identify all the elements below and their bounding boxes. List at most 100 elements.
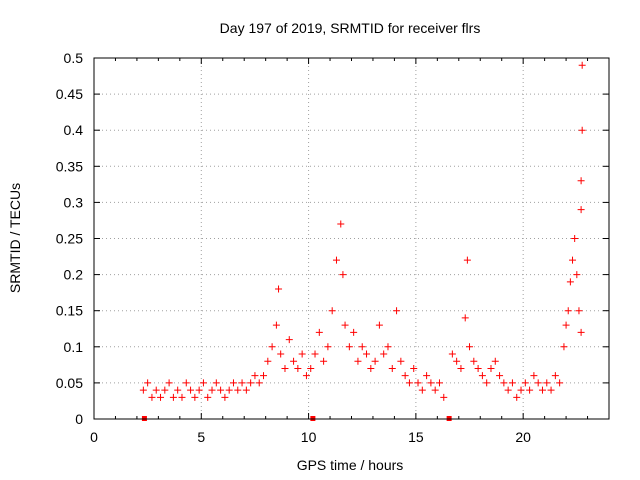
data-point	[463, 256, 471, 264]
data-point	[144, 379, 152, 387]
data-point	[307, 364, 315, 372]
data-point	[457, 364, 465, 372]
data-point	[483, 379, 491, 387]
data-point	[191, 393, 199, 401]
x-tick-label: 0	[90, 429, 98, 445]
data-point	[157, 393, 165, 401]
data-point	[225, 386, 233, 394]
data-point	[161, 386, 169, 394]
data-point	[277, 350, 285, 358]
data-point	[182, 379, 190, 387]
data-point	[204, 393, 212, 401]
data-point	[234, 386, 242, 394]
data-point	[410, 364, 418, 372]
axis-ticks: 0 5 10 15 20 0 0.05 0.1 0.15 0.2 0.25 0.3 0.35 0.4 0.4…	[56, 50, 609, 445]
data-point	[238, 379, 246, 387]
data-point	[534, 379, 542, 387]
data-point	[152, 386, 160, 394]
data-point	[575, 307, 583, 315]
data-point	[470, 357, 478, 365]
data-point	[165, 379, 173, 387]
data-point	[508, 379, 516, 387]
x-tick-label: 10	[301, 429, 317, 445]
data-point	[500, 379, 508, 387]
y-tick-label: 0.4	[64, 122, 84, 138]
y-tick-label: 0.35	[56, 158, 83, 174]
data-point	[577, 328, 585, 336]
data-point	[431, 386, 439, 394]
data-point	[339, 271, 347, 279]
data-point	[139, 386, 147, 394]
data-point	[573, 271, 581, 279]
x-tick-label: 15	[408, 429, 424, 445]
data-point	[315, 328, 323, 336]
data-point	[556, 379, 564, 387]
data-point	[345, 343, 353, 351]
data-point	[384, 343, 392, 351]
data-point	[496, 372, 504, 380]
data-point	[195, 386, 203, 394]
data-point	[199, 379, 207, 387]
data-point	[405, 379, 413, 387]
data-point	[461, 314, 469, 322]
y-tick-label: 0.25	[56, 231, 83, 247]
scatter-points	[139, 61, 586, 421]
y-tick-label: 0.5	[64, 50, 84, 66]
data-point	[491, 357, 499, 365]
data-point	[569, 256, 577, 264]
data-point	[513, 393, 521, 401]
y-tick-label: 0.05	[56, 375, 83, 391]
data-point	[212, 379, 220, 387]
data-point	[418, 386, 426, 394]
data-point	[487, 364, 495, 372]
x-axis-label: GPS time / hours	[297, 457, 404, 473]
data-point	[578, 126, 586, 134]
data-point	[268, 343, 276, 351]
data-point	[208, 386, 216, 394]
data-point	[577, 177, 585, 185]
data-point	[169, 393, 177, 401]
data-point	[562, 321, 570, 329]
data-point	[302, 372, 310, 380]
data-point	[577, 206, 585, 214]
data-point	[371, 357, 379, 365]
data-point	[388, 364, 396, 372]
data-point	[440, 393, 448, 401]
data-point	[397, 357, 405, 365]
y-tick-label: 0.45	[56, 86, 83, 102]
data-point	[260, 372, 268, 380]
data-point	[363, 350, 371, 358]
data-point	[187, 386, 195, 394]
data-point	[264, 357, 272, 365]
data-point	[564, 307, 572, 315]
data-point	[414, 379, 422, 387]
data-point	[275, 285, 283, 293]
data-point	[358, 343, 366, 351]
data-point	[551, 372, 559, 380]
data-point	[571, 235, 579, 242]
data-point	[526, 386, 534, 394]
data-point	[217, 386, 225, 394]
data-point	[478, 372, 486, 380]
data-point	[517, 386, 525, 394]
x-tick-label: 5	[197, 429, 205, 445]
data-point	[474, 364, 482, 372]
data-point	[251, 372, 259, 380]
data-point	[375, 321, 383, 329]
grid	[94, 58, 609, 419]
y-axis-label: SRMTID / TECUs	[7, 183, 23, 293]
data-point	[547, 386, 555, 394]
x-tick-label: 20	[515, 429, 531, 445]
data-point	[566, 278, 574, 286]
data-point	[290, 357, 298, 365]
y-tick-label: 0	[75, 411, 83, 427]
data-point	[294, 364, 302, 372]
data-point	[435, 379, 443, 387]
data-point	[337, 220, 345, 228]
data-point	[148, 393, 156, 401]
data-point	[174, 386, 182, 394]
data-point	[578, 61, 586, 69]
data-point	[229, 379, 237, 387]
data-point	[247, 379, 255, 387]
data-point	[285, 336, 293, 344]
